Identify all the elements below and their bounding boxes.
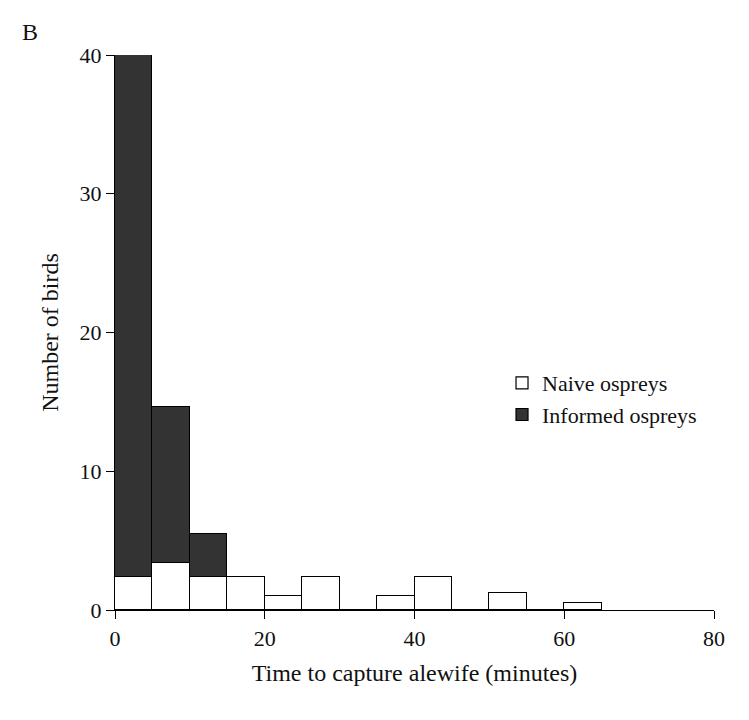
svg-text:10: 10 (80, 459, 102, 484)
svg-text:B: B (22, 19, 38, 45)
svg-text:20: 20 (80, 320, 102, 345)
svg-text:80: 80 (703, 626, 725, 651)
svg-text:Informed ospreys: Informed ospreys (542, 403, 697, 428)
svg-text:Time to capture alewife (minut: Time to capture alewife (minutes) (252, 660, 578, 686)
svg-text:Naive ospreys: Naive ospreys (542, 371, 667, 396)
svg-text:20: 20 (254, 626, 276, 651)
svg-text:60: 60 (553, 626, 575, 651)
svg-text:40: 40 (404, 626, 426, 651)
svg-text:0: 0 (91, 598, 102, 623)
svg-text:30: 30 (80, 181, 102, 206)
svg-text:0: 0 (110, 626, 121, 651)
svg-text:40: 40 (80, 43, 102, 68)
svg-text:Number of birds: Number of birds (37, 253, 63, 412)
